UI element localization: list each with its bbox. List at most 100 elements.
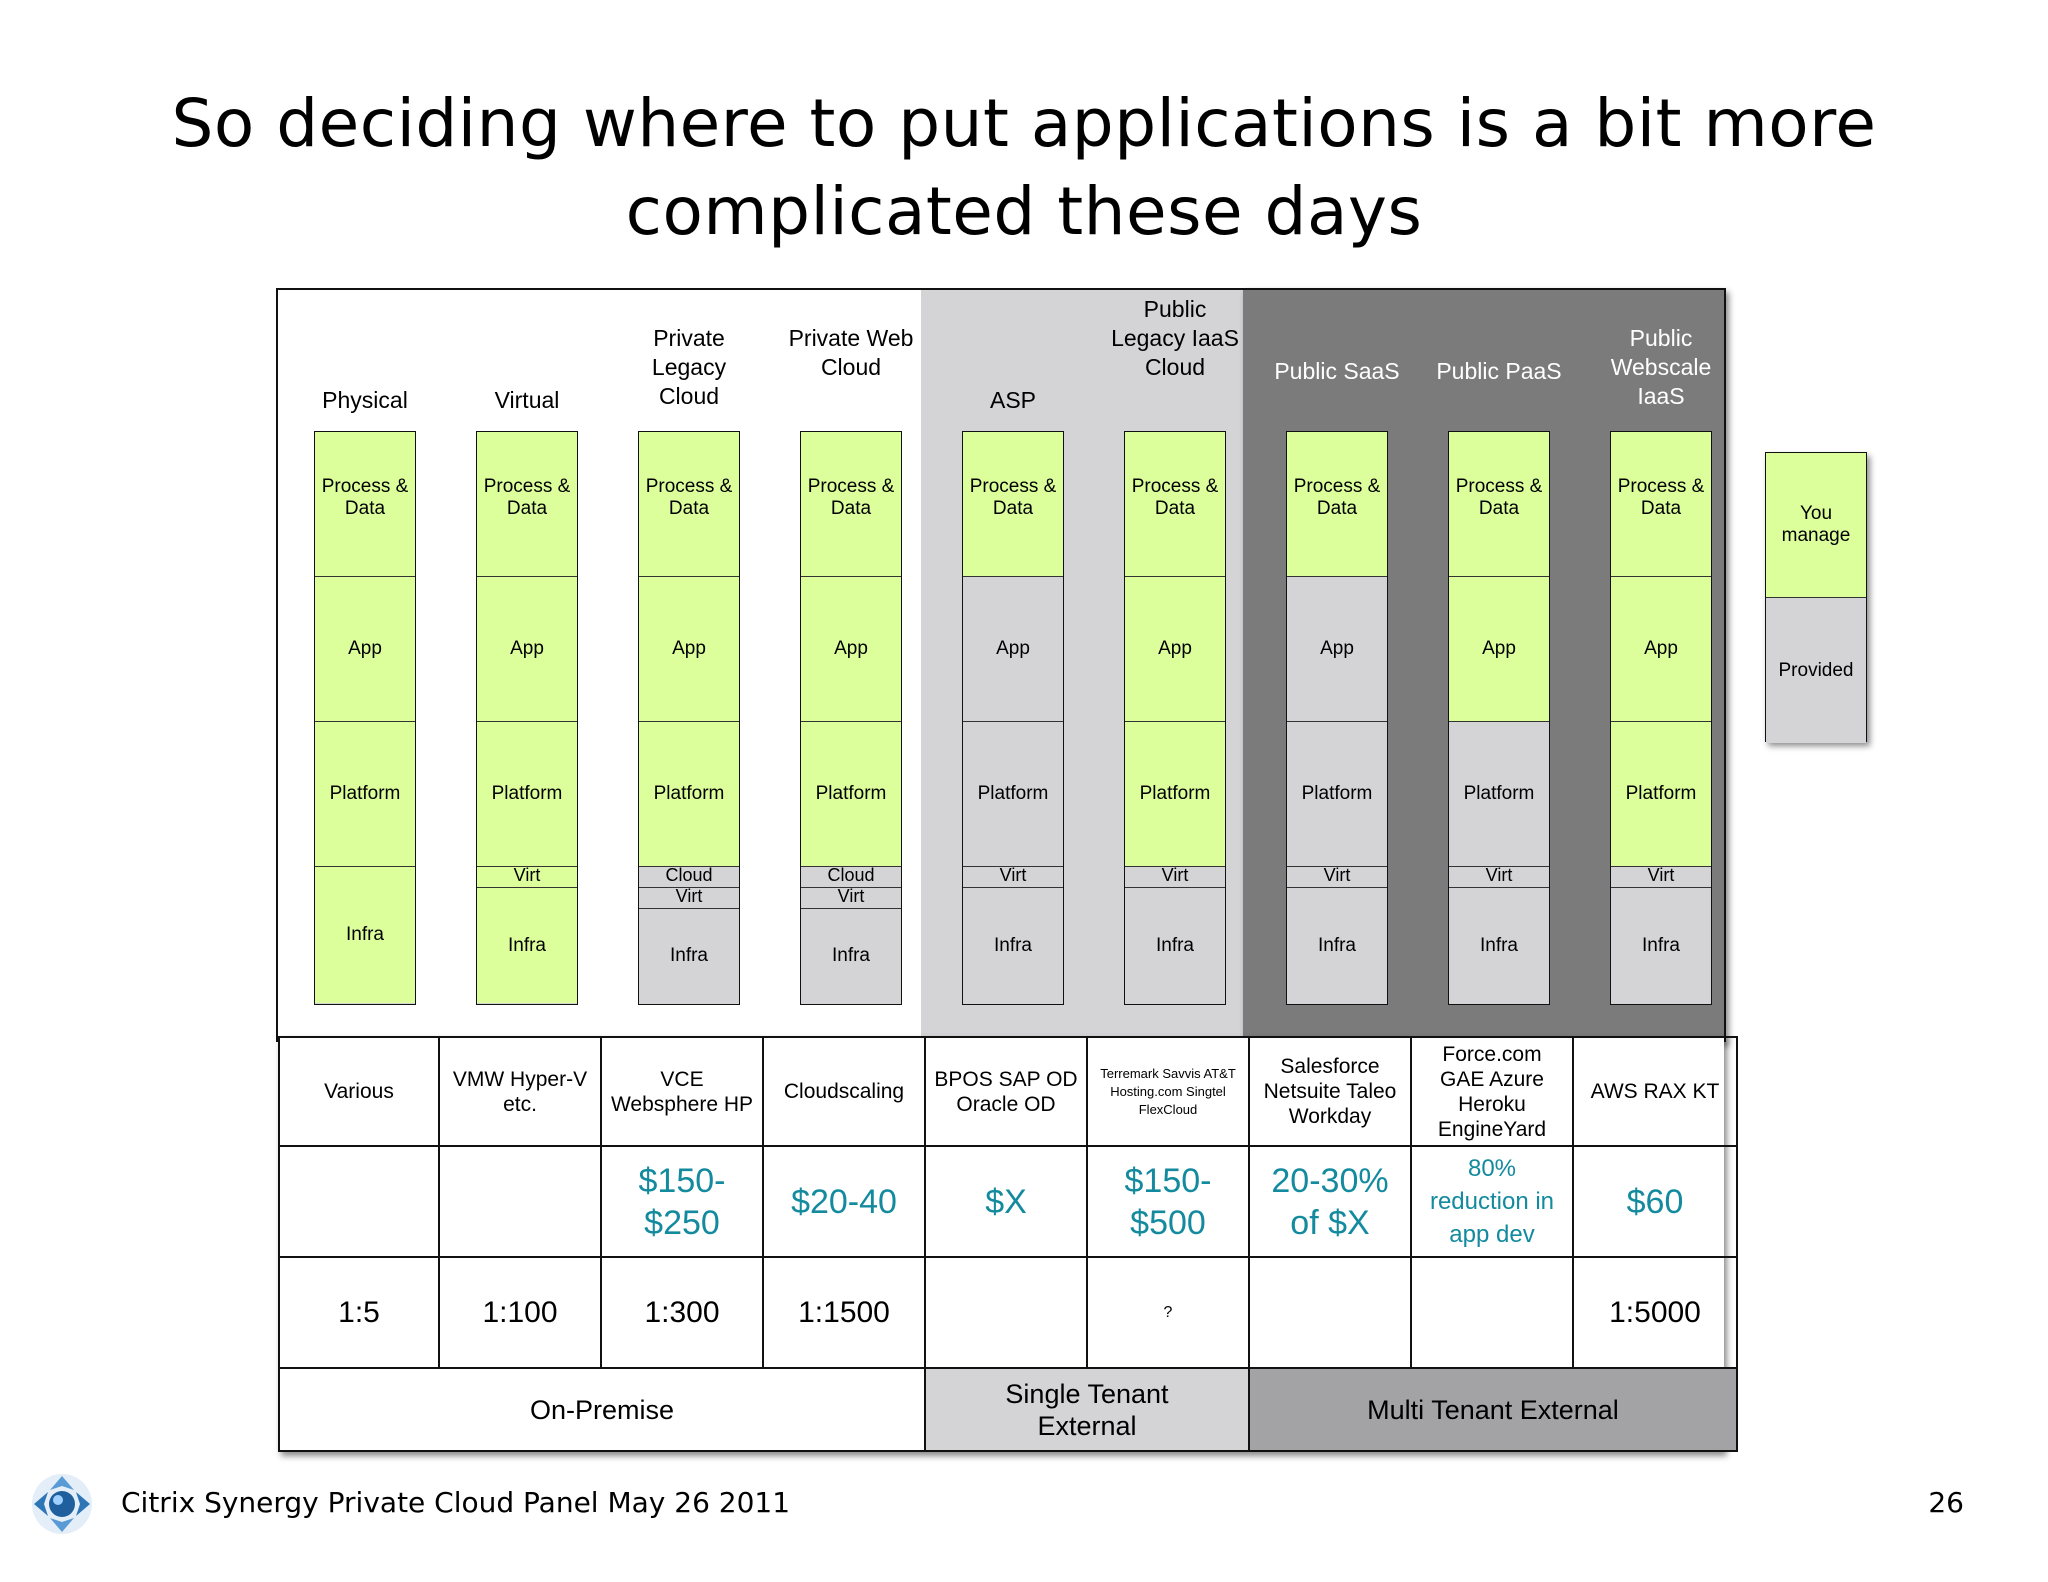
layer-platform: Platform — [477, 722, 577, 867]
layer-virt: Virt — [1449, 867, 1549, 888]
layer-app: App — [477, 577, 577, 722]
layer-app: App — [801, 577, 901, 722]
column-header: Physical — [322, 387, 408, 413]
layer-stack: Process & Data App Platform Virt Infra — [476, 431, 578, 1005]
layer-infra: Infra — [1611, 888, 1711, 1003]
layer-platform: Platform — [1611, 722, 1711, 867]
price-cell: 20-30% of $X — [1250, 1147, 1412, 1258]
layer-infra: Infra — [639, 909, 739, 1003]
layer-app: App — [1611, 577, 1711, 722]
vendor-cell: AWS RAX KT — [1574, 1036, 1738, 1147]
footer-text: Citrix Synergy Private Cloud Panel May 2… — [121, 1486, 791, 1519]
price-cell: $20-40 — [764, 1147, 926, 1258]
column-header: Private Web Cloud — [788, 325, 914, 380]
ratio-cell: ? — [1088, 1258, 1250, 1369]
tenancy-group-label: Single Tenant External — [926, 1369, 1250, 1452]
price-cell: $150- $250 — [602, 1147, 764, 1258]
layer-platform: Platform — [1125, 722, 1225, 867]
layer-virt: Virt — [1287, 867, 1387, 888]
layer-infra: Infra — [1287, 888, 1387, 1003]
column-header: Public PaaS — [1436, 358, 1562, 384]
layer-stack: Process & Data App Platform Virt Infra — [1286, 431, 1388, 1005]
layer-infra: Infra — [1449, 888, 1549, 1003]
layer-process-data: Process & Data — [1287, 432, 1387, 577]
layer-platform: Platform — [315, 722, 415, 867]
citrix-logo-icon — [32, 1474, 92, 1534]
legend-provided: Provided — [1766, 598, 1866, 743]
layer-platform: Platform — [1287, 722, 1387, 867]
price-cell: $60 — [1574, 1147, 1738, 1258]
layer-process-data: Process & Data — [963, 432, 1063, 577]
layer-infra: Infra — [477, 888, 577, 1003]
layer-stack: Process & Data App Platform Cloud Virt Infra — [638, 431, 740, 1005]
column-header: Virtual — [494, 387, 560, 413]
layer-app: App — [1287, 577, 1387, 722]
layer-stack: Process & Data App Platform Virt Infra — [1610, 431, 1712, 1005]
vendor-cell: VMW Hyper-V etc. — [440, 1036, 602, 1147]
title-line-2: complicated these days — [625, 173, 1423, 250]
column-header: Public Legacy IaaS Cloud — [1111, 296, 1239, 380]
ratio-cell: 1:100 — [440, 1258, 602, 1369]
layer-stack: Process & Data App Platform Virt Infra — [1124, 431, 1226, 1005]
layer-process-data: Process & Data — [801, 432, 901, 577]
ratio-cell: 1:5000 — [1574, 1258, 1738, 1369]
layer-process-data: Process & Data — [1449, 432, 1549, 577]
column-header: Private Legacy Cloud — [651, 325, 727, 409]
price-cell: $X — [926, 1147, 1088, 1258]
vendor-cell: Force.com GAE Azure Heroku EngineYard — [1412, 1036, 1574, 1147]
ratio-cell: 1:1500 — [764, 1258, 926, 1369]
vendor-cell: Salesforce Netsuite Taleo Workday — [1250, 1036, 1412, 1147]
column-header: Public Webscale IaaS — [1610, 325, 1712, 409]
vendor-cell: Terremark Savvis AT&T Hosting.com Singte… — [1088, 1036, 1250, 1147]
column-header: ASP — [989, 387, 1037, 413]
ratio-cell: 1:5 — [278, 1258, 440, 1369]
layer-process-data: Process & Data — [639, 432, 739, 577]
ratio-cell: 1:300 — [602, 1258, 764, 1369]
legend: You manage Provided — [1765, 452, 1867, 743]
layer-process-data: Process & Data — [1611, 432, 1711, 577]
layer-platform: Platform — [801, 722, 901, 867]
layer-process-data: Process & Data — [1125, 432, 1225, 577]
layer-cloud: Cloud — [801, 867, 901, 888]
price-cell: 80% reduction in app dev — [1412, 1147, 1574, 1258]
layer-infra: Infra — [1125, 888, 1225, 1003]
layer-stack: Process & Data App Platform Infra — [314, 431, 416, 1005]
ratio-cell — [1250, 1258, 1412, 1369]
layer-stack: Process & Data App Platform Virt Infra — [962, 431, 1064, 1005]
layer-cloud: Cloud — [639, 867, 739, 888]
layer-process-data: Process & Data — [315, 432, 415, 577]
layer-platform: Platform — [963, 722, 1063, 867]
layer-infra: Infra — [315, 867, 415, 1003]
layer-app: App — [1449, 577, 1549, 722]
page-number: 26 — [1928, 1486, 1964, 1519]
tenancy-group-label: On-Premise — [278, 1369, 926, 1452]
layer-virt: Virt — [963, 867, 1063, 888]
layer-app: App — [639, 577, 739, 722]
vendor-cell: Various — [278, 1036, 440, 1147]
layer-app: App — [315, 577, 415, 722]
layer-virt: Virt — [801, 888, 901, 909]
price-cell: $150- $500 — [1088, 1147, 1250, 1258]
vendor-cell: Cloudscaling — [764, 1036, 926, 1147]
layer-virt: Virt — [1125, 867, 1225, 888]
layer-app: App — [1125, 577, 1225, 722]
layer-process-data: Process & Data — [477, 432, 577, 577]
title-line-1: So deciding where to put applications is… — [171, 85, 1877, 162]
layer-app: App — [963, 577, 1063, 722]
vendor-cell: BPOS SAP OD Oracle OD — [926, 1036, 1088, 1147]
comparison-table: Various VMW Hyper-V etc. VCE Websphere HP C… — [278, 1036, 1738, 1452]
layer-stack: Process & Data App Platform Cloud Virt Infra — [800, 431, 902, 1005]
column-header: Public SaaS — [1274, 358, 1400, 384]
layer-stack: Process & Data App Platform Virt Infra — [1448, 431, 1550, 1005]
ratio-cell — [926, 1258, 1088, 1369]
ratio-cell — [1412, 1258, 1574, 1369]
layer-virt: Virt — [477, 867, 577, 888]
layer-infra: Infra — [963, 888, 1063, 1003]
legend-you-manage: You manage — [1766, 453, 1866, 598]
price-cell — [440, 1147, 602, 1258]
layer-virt: Virt — [1611, 867, 1711, 888]
layer-platform: Platform — [639, 722, 739, 867]
layer-infra: Infra — [801, 909, 901, 1003]
layer-virt: Virt — [639, 888, 739, 909]
